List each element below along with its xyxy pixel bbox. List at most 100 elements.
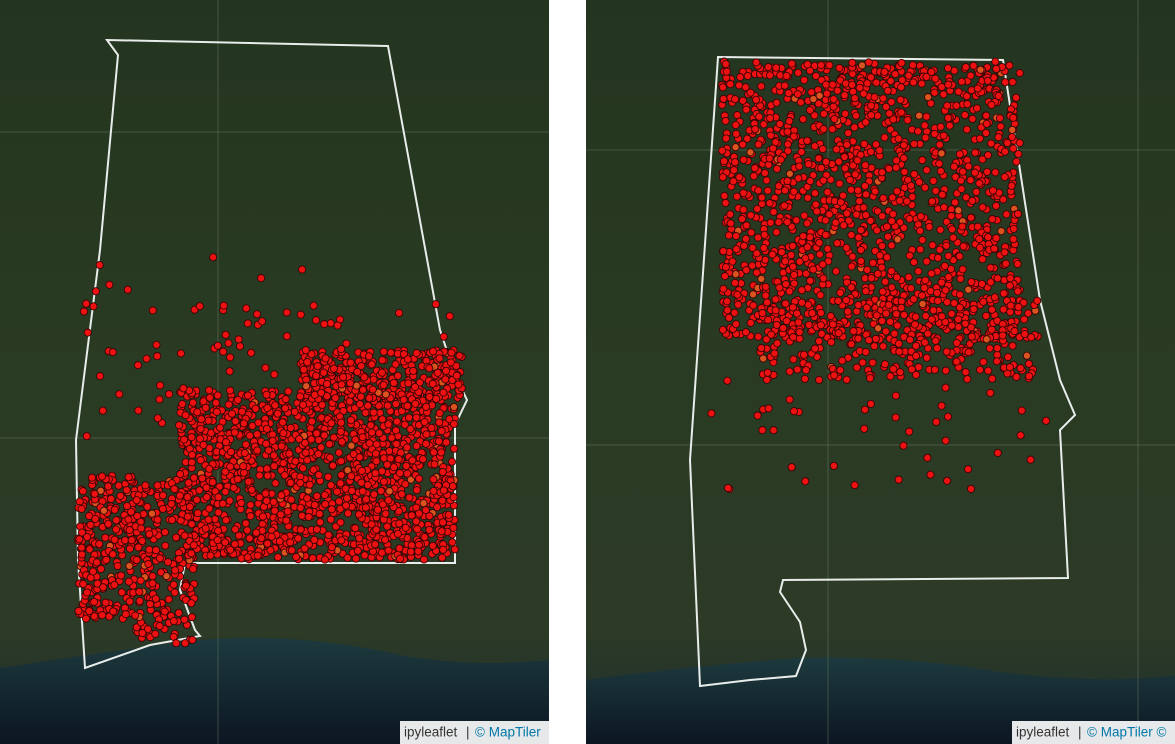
point-marker[interactable] xyxy=(279,459,288,468)
point-marker[interactable] xyxy=(988,215,997,224)
point-marker[interactable] xyxy=(962,125,971,134)
point-marker[interactable] xyxy=(135,587,144,596)
point-marker[interactable] xyxy=(1014,149,1023,159)
point-marker[interactable] xyxy=(1009,235,1018,244)
point-marker[interactable] xyxy=(342,339,351,348)
point-marker[interactable] xyxy=(1027,333,1036,342)
point-marker[interactable] xyxy=(434,437,444,446)
point-marker[interactable] xyxy=(133,361,143,370)
point-marker[interactable] xyxy=(983,76,992,85)
point-marker[interactable] xyxy=(446,358,455,367)
point-marker[interactable] xyxy=(746,148,755,157)
point-marker[interactable] xyxy=(410,382,420,392)
attribution-library[interactable]: ipyleaflet xyxy=(404,725,458,740)
point-marker[interactable] xyxy=(753,411,762,420)
point-marker[interactable] xyxy=(785,287,794,296)
point-marker[interactable] xyxy=(993,344,1002,353)
point-marker[interactable] xyxy=(797,147,806,156)
point-marker[interactable] xyxy=(770,349,779,358)
point-marker[interactable] xyxy=(931,74,940,83)
point-marker[interactable] xyxy=(353,367,362,376)
point-marker[interactable] xyxy=(940,261,949,271)
point-marker[interactable] xyxy=(104,519,113,528)
point-marker[interactable] xyxy=(992,357,1001,366)
point-marker[interactable] xyxy=(879,194,888,203)
point-marker[interactable] xyxy=(168,515,177,525)
point-marker[interactable] xyxy=(882,309,891,318)
point-marker[interactable] xyxy=(910,170,919,179)
point-marker[interactable] xyxy=(75,535,84,544)
point-marker[interactable] xyxy=(892,163,901,172)
point-marker[interactable] xyxy=(801,477,810,486)
point-marker[interactable] xyxy=(930,129,939,138)
point-marker[interactable] xyxy=(225,496,234,505)
point-marker[interactable] xyxy=(830,371,839,380)
point-marker[interactable] xyxy=(347,486,356,495)
point-marker[interactable] xyxy=(1012,93,1021,102)
point-marker[interactable] xyxy=(761,282,770,291)
point-marker[interactable] xyxy=(818,260,827,269)
point-marker[interactable] xyxy=(1000,172,1009,182)
point-marker[interactable] xyxy=(303,358,312,367)
point-marker[interactable] xyxy=(860,181,870,191)
point-marker[interactable] xyxy=(883,232,892,241)
point-marker[interactable] xyxy=(772,164,782,173)
attribution-provider[interactable]: © MapTiler © xyxy=(1087,725,1166,740)
point-marker[interactable] xyxy=(415,509,424,518)
point-marker[interactable] xyxy=(235,342,245,351)
point-marker[interactable] xyxy=(746,88,755,97)
point-marker[interactable] xyxy=(759,120,768,129)
point-marker[interactable] xyxy=(854,233,863,242)
point-marker[interactable] xyxy=(230,428,239,437)
point-marker[interactable] xyxy=(435,354,444,363)
point-marker[interactable] xyxy=(152,340,161,349)
point-marker[interactable] xyxy=(189,473,199,482)
point-marker[interactable] xyxy=(174,608,183,617)
point-marker[interactable] xyxy=(720,157,729,166)
point-marker[interactable] xyxy=(263,471,272,480)
point-marker[interactable] xyxy=(403,401,412,410)
point-marker[interactable] xyxy=(304,512,313,522)
point-marker[interactable] xyxy=(794,174,803,183)
point-marker[interactable] xyxy=(124,515,133,524)
point-marker[interactable] xyxy=(286,538,295,547)
point-marker[interactable] xyxy=(124,577,133,586)
point-marker[interactable] xyxy=(970,168,979,177)
point-marker[interactable] xyxy=(448,538,457,547)
point-marker[interactable] xyxy=(226,447,236,456)
point-marker[interactable] xyxy=(994,91,1003,100)
point-marker[interactable] xyxy=(723,306,732,315)
point-marker[interactable] xyxy=(988,374,997,383)
point-marker[interactable] xyxy=(1020,329,1029,339)
point-marker[interactable] xyxy=(371,449,380,458)
point-marker[interactable] xyxy=(310,500,319,510)
point-marker[interactable] xyxy=(931,336,940,345)
point-marker[interactable] xyxy=(160,607,169,616)
point-marker[interactable] xyxy=(991,57,1000,66)
point-marker[interactable] xyxy=(267,532,276,541)
point-marker[interactable] xyxy=(95,539,104,549)
point-marker[interactable] xyxy=(1005,61,1014,70)
point-marker[interactable] xyxy=(280,471,289,480)
point-marker[interactable] xyxy=(337,418,346,427)
point-marker[interactable] xyxy=(872,78,881,87)
point-marker[interactable] xyxy=(151,594,160,603)
point-marker[interactable] xyxy=(99,583,108,592)
point-marker[interactable] xyxy=(982,119,991,128)
point-marker[interactable] xyxy=(187,433,196,442)
point-marker[interactable] xyxy=(395,308,404,318)
point-marker[interactable] xyxy=(310,535,319,544)
point-marker[interactable] xyxy=(187,549,196,558)
point-marker[interactable] xyxy=(863,265,872,274)
point-marker[interactable] xyxy=(897,58,906,68)
point-marker[interactable] xyxy=(822,89,831,98)
point-marker[interactable] xyxy=(379,380,388,390)
point-marker[interactable] xyxy=(922,72,931,81)
point-marker[interactable] xyxy=(261,363,270,372)
point-marker[interactable] xyxy=(1006,274,1015,283)
point-marker[interactable] xyxy=(329,364,338,373)
point-marker[interactable] xyxy=(757,274,766,283)
point-marker[interactable] xyxy=(450,545,459,554)
point-marker[interactable] xyxy=(842,375,851,384)
point-marker[interactable] xyxy=(224,400,233,409)
